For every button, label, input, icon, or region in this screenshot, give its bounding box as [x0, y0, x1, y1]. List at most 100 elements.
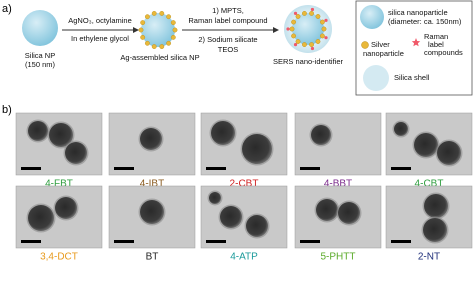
silica-np-size: (150 nm) — [25, 60, 56, 69]
sample-label: 4-IBT — [140, 179, 164, 190]
tem-image — [294, 112, 382, 176]
particle — [211, 121, 235, 145]
silver-dot — [140, 20, 146, 26]
silver-dot — [159, 11, 165, 16]
tem-background — [294, 112, 382, 176]
raman-mark — [293, 43, 298, 47]
step1-solvent: In ethylene glycol — [71, 34, 129, 43]
scale-bar — [206, 167, 226, 170]
particle — [28, 121, 48, 141]
scale-bar — [114, 167, 134, 170]
scale-bar — [114, 240, 134, 243]
step2-line: Raman label compound — [188, 16, 267, 25]
particle — [220, 206, 242, 228]
sample-label: 2-NT — [418, 252, 440, 263]
sample-label: 3,4-DCT — [40, 252, 78, 263]
silver-dot — [170, 20, 176, 26]
silver-dot — [166, 14, 171, 20]
tem-image — [385, 112, 473, 176]
silica-np-icon — [22, 10, 58, 46]
particle — [316, 199, 338, 221]
sample-label: 4-BBT — [324, 179, 352, 190]
tem-image — [108, 185, 196, 249]
legend-text: label — [428, 40, 444, 49]
silver-dot — [309, 42, 314, 47]
silver-dot — [309, 11, 314, 16]
sample-label: 4-ATP — [230, 252, 258, 263]
ag-np-label: Ag-assembled silica NP — [120, 53, 199, 62]
scale-bar — [300, 240, 320, 243]
sample-label: BT — [146, 252, 159, 263]
silver-dot — [140, 34, 146, 40]
tem-image — [15, 185, 103, 249]
tem-image — [294, 185, 382, 249]
scale-bar — [21, 240, 41, 243]
raman-mark — [310, 7, 315, 12]
legend-text: compounds — [424, 48, 463, 57]
sample-label: 2-CBT — [230, 179, 259, 190]
sample-label: 5-PHTT — [321, 252, 356, 263]
silver-dot — [315, 14, 321, 19]
legend-text: Raman — [424, 32, 448, 41]
silver-dot — [302, 42, 307, 47]
scale-bar — [391, 167, 411, 170]
particle — [209, 192, 221, 204]
particle — [394, 122, 408, 136]
particle — [246, 215, 268, 237]
silver-dot — [321, 26, 327, 32]
particle — [140, 200, 164, 224]
particle — [311, 125, 331, 145]
silica-np-label: Silica NP — [25, 51, 55, 60]
raman-mark — [324, 18, 328, 22]
legend-text: (diameter: ca. 150nm) — [388, 17, 462, 26]
legend-text: Silver — [371, 40, 390, 49]
tem-image — [200, 185, 288, 249]
tem-image — [385, 185, 473, 249]
silver-dot — [295, 14, 301, 19]
scale-bar — [391, 240, 411, 243]
particle — [28, 205, 54, 231]
raman-mark — [286, 27, 290, 31]
silver-dot — [302, 11, 307, 16]
silver-dot — [320, 33, 325, 39]
legend-silica — [360, 5, 384, 29]
raman-mark — [310, 46, 315, 51]
legend-raman — [411, 38, 421, 47]
raman-mark — [324, 36, 328, 40]
silver-dot — [289, 26, 295, 32]
silver-dot — [291, 19, 296, 25]
core — [292, 13, 324, 45]
legend-text: Silica shell — [394, 73, 430, 82]
silver-dot — [166, 40, 171, 46]
sers-icon — [284, 5, 332, 53]
silver-dot — [320, 19, 325, 25]
legend-silver — [361, 41, 369, 49]
silver-dot — [172, 27, 178, 33]
particle — [338, 202, 360, 224]
tem-image — [200, 112, 288, 176]
scale-bar — [206, 240, 226, 243]
particle — [140, 128, 162, 150]
silver-dot — [151, 11, 157, 16]
silver-dot — [170, 34, 176, 40]
particle — [437, 141, 461, 165]
step1-reagents: AgNO₃, octylamine — [68, 16, 132, 25]
particle — [65, 142, 87, 164]
step2-line: 2) Sodium silicate — [198, 35, 257, 44]
raman-mark — [293, 11, 298, 15]
product-label: SERS nano-identifier — [273, 57, 344, 66]
particle — [424, 194, 448, 218]
silver-dot — [145, 40, 150, 46]
silver-dot — [145, 14, 150, 20]
sample-label: 4-FBT — [45, 179, 73, 190]
core — [141, 13, 175, 47]
sample-label: 4-CBT — [415, 179, 444, 190]
legend-text: silica nanoparticle — [388, 8, 448, 17]
silver-dot — [291, 33, 296, 39]
tem-image — [15, 112, 103, 176]
legend-shell — [363, 65, 389, 91]
scale-bar — [300, 167, 320, 170]
silver-dot — [151, 44, 157, 49]
